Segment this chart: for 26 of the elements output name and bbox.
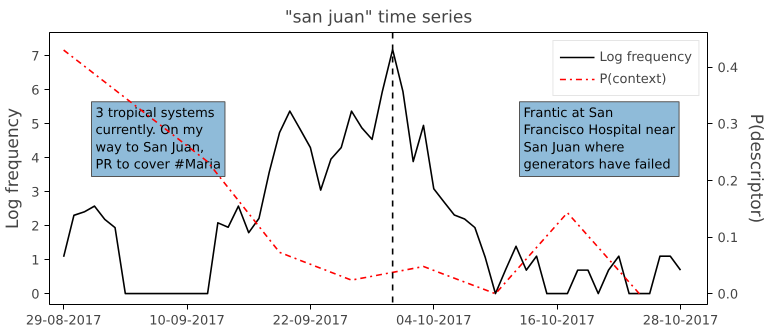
y-tick-label: 2 xyxy=(31,220,40,235)
y-tick-label: 4 xyxy=(31,151,40,166)
y-tick-label: 5 xyxy=(31,117,40,132)
y2-tick-label: 0.2 xyxy=(718,174,738,190)
y2-tick-label: 0.4 xyxy=(718,61,738,76)
y2-tick-label: 0.3 xyxy=(718,118,738,133)
legend-label: Log frequency xyxy=(599,50,692,64)
x-tick-label: 04-10-2017 xyxy=(396,314,472,327)
y2-axis-title: P(descriptor) xyxy=(746,114,766,224)
y2-tick-label: 0.1 xyxy=(718,231,738,246)
y-tick-label: 1 xyxy=(31,254,40,269)
annotation: Frantic at San Francisco Hospital near San Juan where generators have failed xyxy=(524,106,676,172)
chart-title: "san juan" time series xyxy=(284,8,472,28)
x-tick-label: 29-08-2017 xyxy=(26,314,102,327)
x-tick-label: 28-10-2017 xyxy=(642,314,718,327)
annotation: 3 tropical systems currently. On my way to San Juan, PR to cover #Maria xyxy=(96,106,221,172)
y-tick-label: 3 xyxy=(31,185,40,200)
x-tick-label: 16-10-2017 xyxy=(519,314,595,327)
legend-label: P(context) xyxy=(599,72,666,86)
y-tick-label: 7 xyxy=(31,49,40,64)
y-axis-title: Log frequency xyxy=(3,108,24,230)
y-tick-label: 6 xyxy=(31,83,40,98)
y-tick-label: 0 xyxy=(31,288,40,303)
x-tick-label: 22-09-2017 xyxy=(272,314,348,327)
x-tick-label: 10-09-2017 xyxy=(149,314,225,327)
y2-tick-label: 0.0 xyxy=(718,288,738,303)
